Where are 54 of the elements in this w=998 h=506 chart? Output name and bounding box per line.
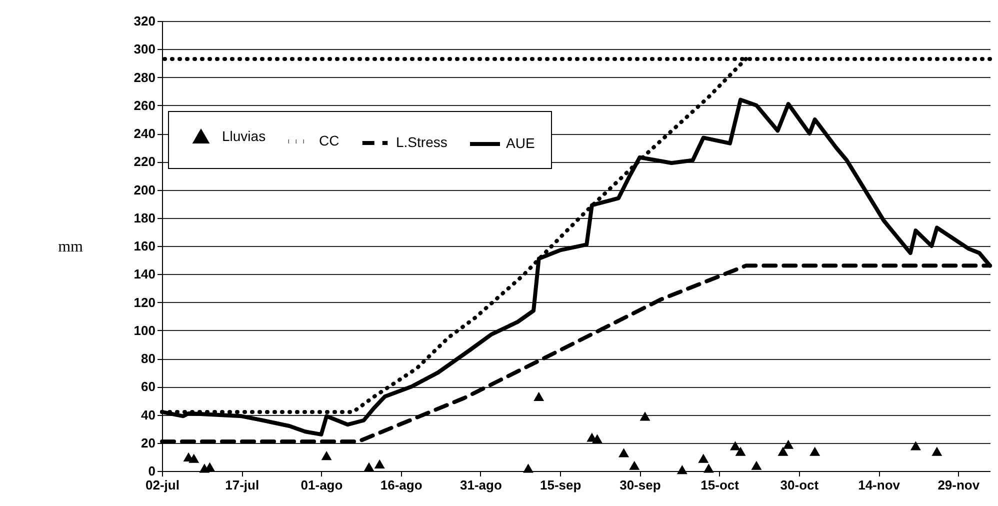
- y-tick-label: 120: [134, 294, 156, 310]
- point: [629, 460, 640, 470]
- y-tick-label: 280: [134, 70, 156, 85]
- point: [592, 434, 602, 444]
- y-axis-title: mm: [58, 238, 84, 256]
- legend-label: Lluvias: [222, 128, 266, 144]
- x-tick-label: 01-ago: [300, 478, 343, 492]
- y-tick-label: 320: [134, 14, 156, 28]
- y-tick-label: 300: [134, 42, 156, 57]
- y-tick-label: 160: [134, 238, 156, 254]
- x-tick-label: 14-nov: [858, 478, 901, 492]
- point: [751, 460, 762, 470]
- point: [374, 459, 385, 469]
- point: [778, 446, 788, 456]
- point: [735, 446, 746, 456]
- legend-label: AUE: [506, 135, 535, 151]
- point: [810, 446, 820, 456]
- y-tick-label: 40: [141, 407, 156, 422]
- point: [321, 450, 332, 460]
- y-tick-label: 180: [134, 210, 156, 226]
- point: [534, 392, 544, 402]
- point: [910, 441, 921, 450]
- y-tick-label: 140: [134, 266, 156, 282]
- point: [932, 446, 942, 456]
- y-tick-label: 100: [134, 322, 156, 338]
- y-tick-label: 200: [134, 182, 156, 198]
- x-tick-label: 31-ago: [460, 478, 502, 492]
- point: [703, 464, 714, 473]
- y-tick-label: 20: [141, 435, 156, 450]
- y-tick-label: 0: [148, 464, 156, 478]
- legend-label: L.Stress: [396, 134, 448, 150]
- x-tick-label: 16-ago: [380, 478, 422, 492]
- x-tick-label: 15-oct: [700, 478, 740, 492]
- y-tick-label: 60: [141, 379, 156, 394]
- y-tick-label: 80: [141, 351, 156, 366]
- x-tick-label: 30-oct: [780, 478, 820, 492]
- point: [364, 462, 374, 472]
- y-tick-label: 260: [134, 98, 156, 113]
- x-tick-label: 29-nov: [938, 478, 980, 492]
- x-tick-label: 15-sep: [540, 478, 582, 492]
- point: [188, 454, 200, 463]
- x-tick-label: 17-jul: [225, 478, 260, 492]
- x-tick-label: 02-jul: [146, 478, 180, 492]
- point: [640, 412, 650, 421]
- y-tick-label: 220: [134, 154, 156, 170]
- point: [783, 440, 794, 449]
- point: [618, 448, 630, 458]
- x-tick-label: 30-sep: [620, 478, 661, 492]
- point: [698, 454, 709, 463]
- y-tick-label: 240: [134, 126, 156, 141]
- point: [730, 441, 740, 450]
- point: [676, 465, 688, 474]
- point: [522, 464, 534, 473]
- legend-label: CC: [319, 132, 340, 148]
